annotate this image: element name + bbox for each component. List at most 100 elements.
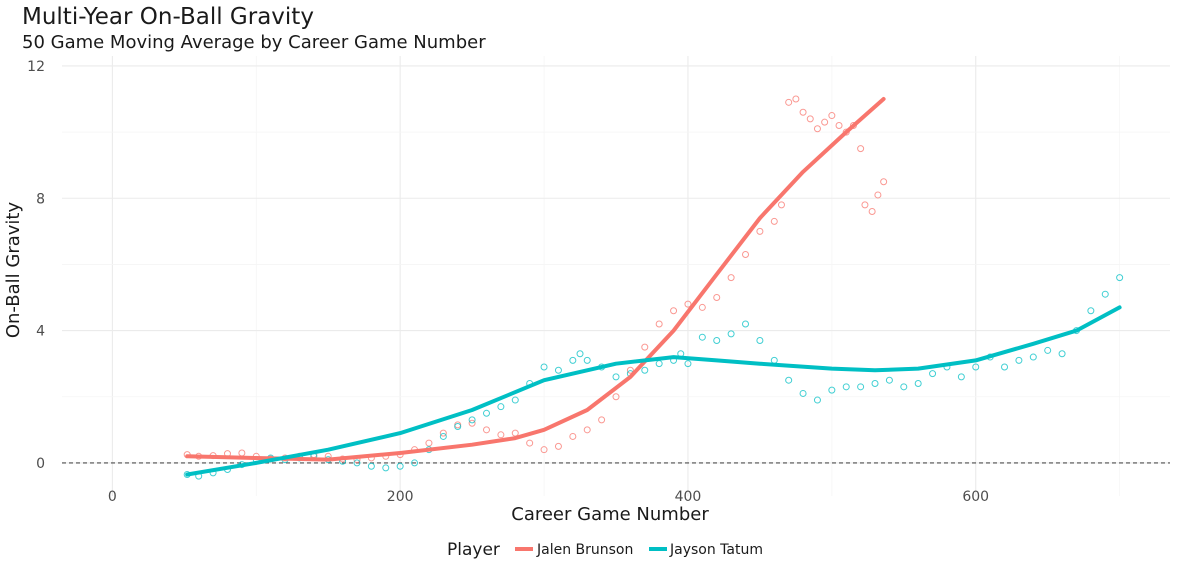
data-point xyxy=(972,363,980,371)
data-point xyxy=(684,360,692,368)
data-point xyxy=(598,416,606,424)
data-point xyxy=(770,217,778,225)
data-point xyxy=(382,464,390,472)
y-axis-title: On-Ball Gravity xyxy=(3,202,24,339)
data-point xyxy=(576,350,584,358)
data-point xyxy=(857,145,865,153)
data-point xyxy=(785,376,793,384)
data-point xyxy=(698,303,706,311)
data-point xyxy=(1087,307,1095,315)
data-point xyxy=(742,320,750,328)
data-point xyxy=(785,98,793,106)
data-point xyxy=(885,376,893,384)
chart-title: Multi-Year On-Ball Gravity xyxy=(22,4,314,30)
data-point xyxy=(713,337,721,345)
data-point xyxy=(497,431,505,439)
data-point xyxy=(425,439,433,447)
data-point xyxy=(612,393,620,401)
data-point xyxy=(698,333,706,341)
data-point xyxy=(900,383,908,391)
x-tick-label: 200 xyxy=(387,489,414,505)
data-point xyxy=(835,121,843,129)
data-point xyxy=(439,432,447,440)
data-point xyxy=(777,201,785,209)
legend-title: Player xyxy=(447,540,500,560)
data-point xyxy=(554,366,562,374)
data-point xyxy=(813,396,821,404)
data-point xyxy=(1101,290,1109,298)
data-point xyxy=(1058,350,1066,358)
data-point xyxy=(482,426,490,434)
data-point xyxy=(806,115,814,123)
data-point xyxy=(583,356,591,364)
data-point xyxy=(861,201,869,209)
data-point xyxy=(396,462,404,470)
data-point xyxy=(482,409,490,417)
data-point xyxy=(1029,353,1037,361)
data-point xyxy=(727,274,735,282)
data-point xyxy=(670,307,678,315)
data-point xyxy=(756,337,764,345)
data-point xyxy=(641,343,649,351)
data-point xyxy=(821,118,829,126)
data-point xyxy=(727,330,735,338)
data-point xyxy=(569,432,577,440)
data-point xyxy=(684,300,692,308)
data-point xyxy=(569,356,577,364)
y-tick-label: 8 xyxy=(36,191,45,207)
data-point xyxy=(868,207,876,215)
data-point xyxy=(540,446,548,454)
data-point xyxy=(511,429,519,437)
x-tick-label: 600 xyxy=(962,489,989,505)
data-point xyxy=(792,95,800,103)
points-jalen-brunson xyxy=(183,95,888,464)
data-point xyxy=(1001,363,1009,371)
data-point xyxy=(468,416,476,424)
data-point xyxy=(612,373,620,381)
data-point xyxy=(367,462,375,470)
data-point xyxy=(914,380,922,388)
grid-lines xyxy=(62,56,1170,496)
x-tick-label: 0 xyxy=(108,489,117,505)
legend-label-jayson-tatum: Jayson Tatum xyxy=(669,542,763,558)
data-point xyxy=(468,419,476,427)
data-point xyxy=(871,380,879,388)
data-point xyxy=(742,250,750,258)
trend-line-jalen-brunson xyxy=(185,97,886,462)
data-point xyxy=(238,449,246,457)
data-point xyxy=(655,360,663,368)
trend-line-jayson-tatum xyxy=(185,305,1122,477)
data-point xyxy=(799,108,807,116)
data-point xyxy=(454,423,462,431)
data-point xyxy=(511,396,519,404)
data-point xyxy=(1116,274,1124,282)
data-point xyxy=(583,426,591,434)
data-point xyxy=(857,383,865,391)
data-point xyxy=(929,370,937,378)
data-point xyxy=(554,442,562,450)
data-point xyxy=(655,320,663,328)
y-axis-tick-labels: 0 4 8 12 xyxy=(27,59,45,472)
chart-subtitle: 50 Game Moving Average by Career Game Nu… xyxy=(22,32,486,53)
data-point xyxy=(626,366,634,374)
data-point xyxy=(1015,356,1023,364)
data-point xyxy=(411,459,419,467)
legend-label-jalen-brunson: Jalen Brunson xyxy=(536,542,633,558)
data-point xyxy=(842,128,850,136)
x-axis-title: Career Game Number xyxy=(511,504,709,525)
y-tick-label: 0 xyxy=(36,456,45,472)
data-point xyxy=(713,294,721,302)
data-point xyxy=(497,403,505,411)
data-point xyxy=(526,439,534,447)
data-point xyxy=(1044,346,1052,354)
y-tick-label: 4 xyxy=(36,324,45,340)
data-point xyxy=(353,459,361,467)
trend-lines xyxy=(185,97,1122,477)
legend: Player Jalen Brunson Jayson Tatum xyxy=(447,540,763,560)
data-point xyxy=(874,191,882,199)
x-axis-tick-labels: 0 200 400 600 xyxy=(108,489,989,505)
data-point xyxy=(770,356,778,364)
data-point xyxy=(756,227,764,235)
data-point xyxy=(880,178,888,186)
